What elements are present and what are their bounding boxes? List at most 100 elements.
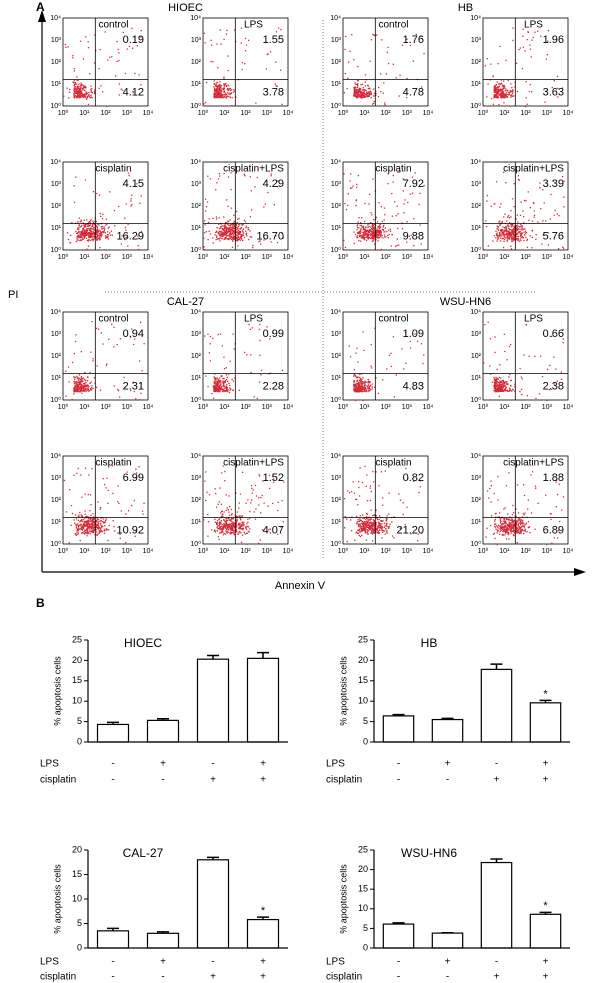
event-dot <box>505 229 507 231</box>
event-dot <box>96 526 98 528</box>
x-tick-label: 10⁴ <box>283 404 294 411</box>
event-dot <box>85 384 87 387</box>
event-dot <box>237 237 239 239</box>
event-dot <box>510 238 512 240</box>
event-dot <box>213 386 215 389</box>
event-dot <box>204 335 206 337</box>
event-dot <box>225 518 227 520</box>
event-dot <box>371 103 374 105</box>
event-dot <box>357 95 359 97</box>
event-dot <box>219 86 221 88</box>
event-dot <box>401 228 404 230</box>
event-dot <box>359 235 361 237</box>
event-dot <box>227 221 230 223</box>
event-dot <box>245 233 247 236</box>
event-dot <box>220 520 222 522</box>
event-dot <box>229 526 231 528</box>
event-dot <box>558 215 560 217</box>
event-dot <box>360 530 362 532</box>
event-dot <box>96 519 98 522</box>
event-dot <box>262 480 264 482</box>
event-dot <box>240 42 242 44</box>
event-dot <box>492 103 494 105</box>
y-tick-label: 10² <box>471 203 482 210</box>
event-dot <box>510 226 512 228</box>
event-dot <box>370 222 372 224</box>
event-dot <box>497 237 499 239</box>
event-dot <box>509 231 511 234</box>
event-dot <box>87 387 89 389</box>
event-dot <box>372 226 374 228</box>
event-dot <box>382 379 384 381</box>
event-dot <box>81 94 83 96</box>
event-dot <box>504 389 507 391</box>
x-tick-label: 10⁰ <box>198 547 209 555</box>
event-dot <box>508 345 511 348</box>
event-dot <box>246 235 248 237</box>
event-dot <box>91 387 93 389</box>
event-dot <box>385 523 387 525</box>
event-dot <box>553 214 555 216</box>
event-dot <box>501 387 503 390</box>
event-dot <box>246 354 248 356</box>
event-dot <box>494 382 496 384</box>
event-dot <box>499 224 501 226</box>
event-dot <box>375 525 377 527</box>
event-dot <box>228 229 230 232</box>
event-dot <box>369 91 371 93</box>
event-dot <box>223 91 225 93</box>
event-dot <box>87 380 89 382</box>
y-tick-label: 10² <box>331 59 342 66</box>
event-dot <box>366 474 368 476</box>
quadrant-value: 4.78 <box>403 87 424 99</box>
event-dot <box>364 523 366 525</box>
event-dot <box>259 381 261 383</box>
event-dot <box>539 187 541 189</box>
event-dot <box>99 524 102 526</box>
event-dot <box>343 239 345 241</box>
event-dot <box>81 516 84 518</box>
event-dot <box>368 525 370 528</box>
event-dot <box>73 95 75 97</box>
event-dot <box>232 232 234 234</box>
event-dot <box>377 226 379 228</box>
event-dot <box>368 527 370 530</box>
event-dot <box>500 386 502 388</box>
event-dot <box>228 391 231 394</box>
event-dot <box>223 78 225 80</box>
event-dot <box>71 221 73 224</box>
event-dot <box>230 526 232 528</box>
event-dot <box>80 383 82 385</box>
event-dot <box>398 493 400 495</box>
event-dot <box>227 88 229 90</box>
event-dot <box>87 41 89 43</box>
event-dot <box>494 336 496 338</box>
event-dot <box>125 236 127 238</box>
event-dot <box>535 234 537 236</box>
event-dot <box>203 237 205 239</box>
event-dot <box>363 386 365 389</box>
event-dot <box>510 95 513 97</box>
event-dot <box>401 222 403 224</box>
plot-title: cisplatin <box>375 164 411 175</box>
event-dot <box>514 226 516 228</box>
event-dot <box>91 233 93 235</box>
event-dot <box>378 532 380 534</box>
plot-title: control <box>98 20 128 31</box>
event-dot <box>376 527 378 529</box>
event-dot <box>108 338 110 340</box>
event-dot <box>238 238 241 240</box>
event-dot <box>375 216 378 218</box>
event-dot <box>361 224 363 227</box>
event-dot <box>504 381 506 384</box>
event-dot <box>367 518 369 520</box>
event-dot <box>218 96 220 98</box>
event-dot <box>90 94 92 96</box>
event-dot <box>86 532 88 535</box>
event-dot <box>367 230 369 232</box>
event-dot <box>249 236 251 238</box>
event-dot <box>225 84 227 87</box>
event-dot <box>80 385 82 388</box>
event-dot <box>373 528 375 530</box>
event-dot <box>511 390 513 392</box>
